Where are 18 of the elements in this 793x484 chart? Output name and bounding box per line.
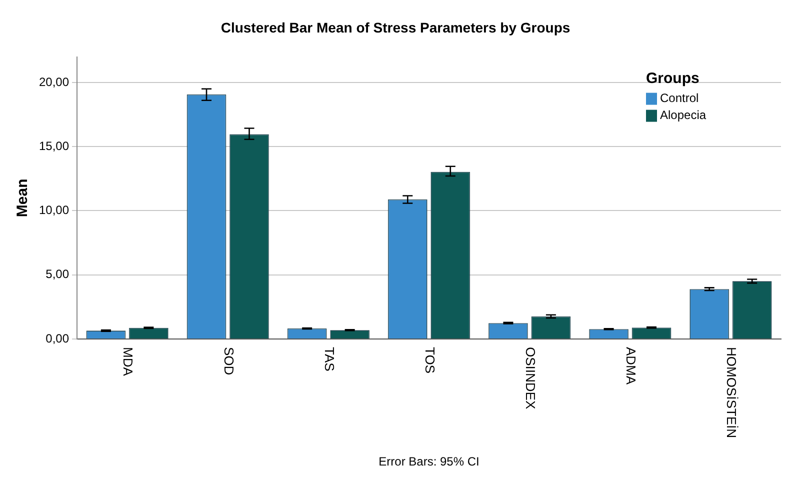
- chart-title: Clustered Bar Mean of Stress Parameters by Groups: [220, 19, 570, 36]
- legend-title: Groups: [646, 70, 700, 87]
- x-tick-label: ADMA: [624, 346, 639, 385]
- x-tick-label: TOS: [422, 346, 438, 374]
- y-tick-label: 20,00: [39, 74, 70, 89]
- y-tick-label: 0,00: [46, 331, 70, 346]
- text: Error Bars: 95% CI: [378, 454, 480, 468]
- x-tick-label: HOMOSİSTEİN: [724, 346, 740, 438]
- x-tick-label: MDA: [120, 346, 136, 376]
- x-tick-label: TAS: [322, 346, 337, 372]
- y-tick-label: 5,00: [46, 267, 70, 282]
- legend-label: Control: [660, 91, 699, 106]
- y-axis-title: Mean: [14, 178, 32, 218]
- x-tick-label: OSIINDEX: [523, 346, 538, 410]
- y-tick-label: 15,00: [39, 138, 70, 153]
- legend-label: Alopecia: [660, 108, 706, 122]
- y-tick-label: 10,00: [39, 203, 70, 218]
- x-tick-label: SOD: [221, 346, 236, 376]
